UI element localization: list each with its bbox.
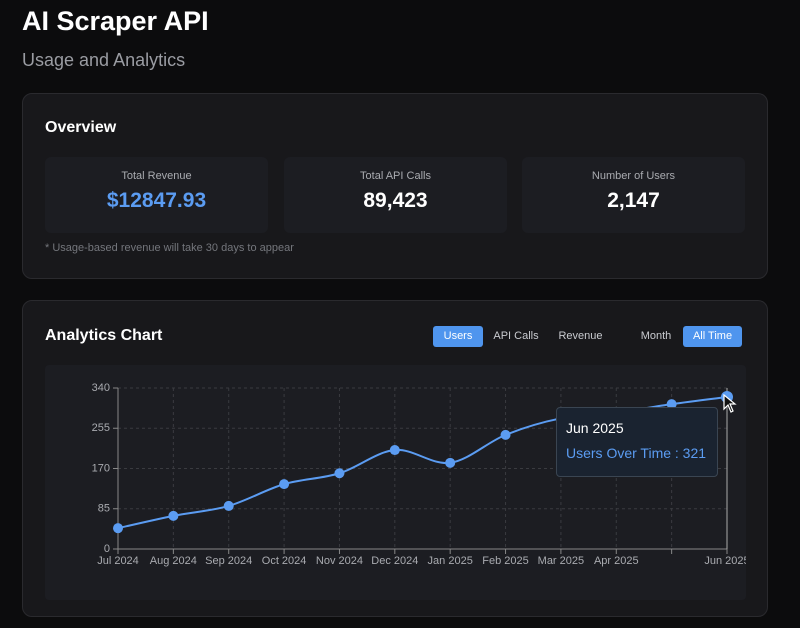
data-point <box>389 445 400 456</box>
tooltip: Jun 2025 Users Over Time : 321 <box>556 407 718 477</box>
y-tick-label: 170 <box>92 462 110 474</box>
tab[interactable]: All Time <box>683 326 742 347</box>
cursor <box>723 394 737 413</box>
stat-value: $12847.93 <box>106 189 207 212</box>
x-tick-label: Nov 2024 <box>316 555 363 567</box>
data-point <box>666 399 677 410</box>
x-tick-label: Jul 2024 <box>97 555 139 567</box>
x-tick-label: Aug 2024 <box>150 555 197 567</box>
overview-title: Overview <box>45 119 117 136</box>
stat-label: Total API Calls <box>360 170 431 182</box>
x-tick-label: Oct 2024 <box>262 555 307 567</box>
y-tick-label: 255 <box>92 422 110 434</box>
y-tick-label: 0 <box>104 543 110 555</box>
x-tick-label: Jan 2025 <box>428 555 473 567</box>
stat-value: 89,423 <box>363 189 428 212</box>
page-subtitle: Usage and Analytics <box>22 50 186 70</box>
tab[interactable]: API Calls <box>493 330 539 342</box>
data-point <box>279 479 290 490</box>
tooltip-title: Jun 2025 <box>566 420 624 436</box>
x-tick-label: Mar 2025 <box>538 555 584 567</box>
data-point <box>500 429 511 440</box>
stat-card: Total API Calls 89,423 <box>284 157 507 233</box>
y-tick-label: 85 <box>98 503 110 515</box>
stat-value: 2,147 <box>607 189 660 212</box>
data-point <box>334 468 345 479</box>
analytics-title: Analytics Chart <box>45 327 163 344</box>
stat-card: Number of Users 2,147 <box>522 157 745 233</box>
x-tick-label: Sep 2024 <box>205 555 252 567</box>
tab[interactable]: Users <box>433 326 483 347</box>
page-title: AI Scraper API <box>22 6 209 36</box>
tab[interactable]: Month <box>640 330 672 342</box>
data-point <box>113 523 123 534</box>
stat-label: Total Revenue <box>121 170 192 182</box>
x-tick-label: Dec 2024 <box>371 555 418 567</box>
tooltip-text: Users Over Time : 321 <box>566 445 707 461</box>
x-tick-label: Feb 2025 <box>482 555 528 567</box>
tab[interactable]: Revenue <box>558 330 603 342</box>
data-point <box>168 510 179 521</box>
data-point <box>445 457 456 468</box>
y-tick-label: 340 <box>92 382 110 394</box>
x-tick-label: Jun 2025 <box>704 555 746 567</box>
overview-note: * Usage-based revenue will take 30 days … <box>45 242 294 254</box>
chart: 0 85 170 255 340 Jul 2024 Aug 2024 Sep 2024 Oct … <box>45 365 746 600</box>
stat-label: Number of Users <box>591 170 676 182</box>
data-point <box>223 500 234 511</box>
stat-card: Total Revenue $12847.93 <box>45 157 268 233</box>
x-tick-label: Apr 2025 <box>594 555 639 567</box>
